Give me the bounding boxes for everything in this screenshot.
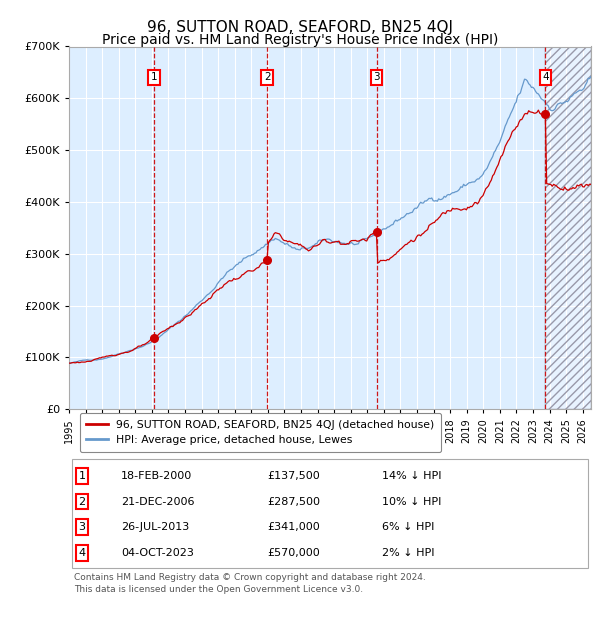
Text: 4: 4 (542, 73, 549, 82)
Text: 04-OCT-2023: 04-OCT-2023 (121, 548, 194, 558)
Text: 1: 1 (79, 471, 86, 480)
Text: 1: 1 (151, 73, 157, 82)
Text: 2% ↓ HPI: 2% ↓ HPI (382, 548, 434, 558)
Text: Contains HM Land Registry data © Crown copyright and database right 2024.
This d: Contains HM Land Registry data © Crown c… (74, 573, 426, 594)
Text: £570,000: £570,000 (268, 548, 320, 558)
Text: 10% ↓ HPI: 10% ↓ HPI (382, 497, 442, 507)
Text: 96, SUTTON ROAD, SEAFORD, BN25 4QJ: 96, SUTTON ROAD, SEAFORD, BN25 4QJ (147, 20, 453, 35)
Text: 6% ↓ HPI: 6% ↓ HPI (382, 522, 434, 532)
Text: 3: 3 (79, 522, 86, 532)
Text: £287,500: £287,500 (268, 497, 320, 507)
Text: 26-JUL-2013: 26-JUL-2013 (121, 522, 190, 532)
Text: £341,000: £341,000 (268, 522, 320, 532)
Text: 14% ↓ HPI: 14% ↓ HPI (382, 471, 442, 480)
Bar (545, 46, 591, 409)
Bar (545, 46, 591, 409)
Text: 4: 4 (79, 548, 86, 558)
Legend: 96, SUTTON ROAD, SEAFORD, BN25 4QJ (detached house), HPI: Average price, detache: 96, SUTTON ROAD, SEAFORD, BN25 4QJ (deta… (80, 414, 441, 452)
Text: £137,500: £137,500 (268, 471, 320, 480)
Text: 2: 2 (79, 497, 86, 507)
Text: 21-DEC-2006: 21-DEC-2006 (121, 497, 194, 507)
Text: 18-FEB-2000: 18-FEB-2000 (121, 471, 193, 480)
Text: 2: 2 (264, 73, 271, 82)
Text: 3: 3 (373, 73, 380, 82)
Text: Price paid vs. HM Land Registry's House Price Index (HPI): Price paid vs. HM Land Registry's House … (102, 33, 498, 48)
